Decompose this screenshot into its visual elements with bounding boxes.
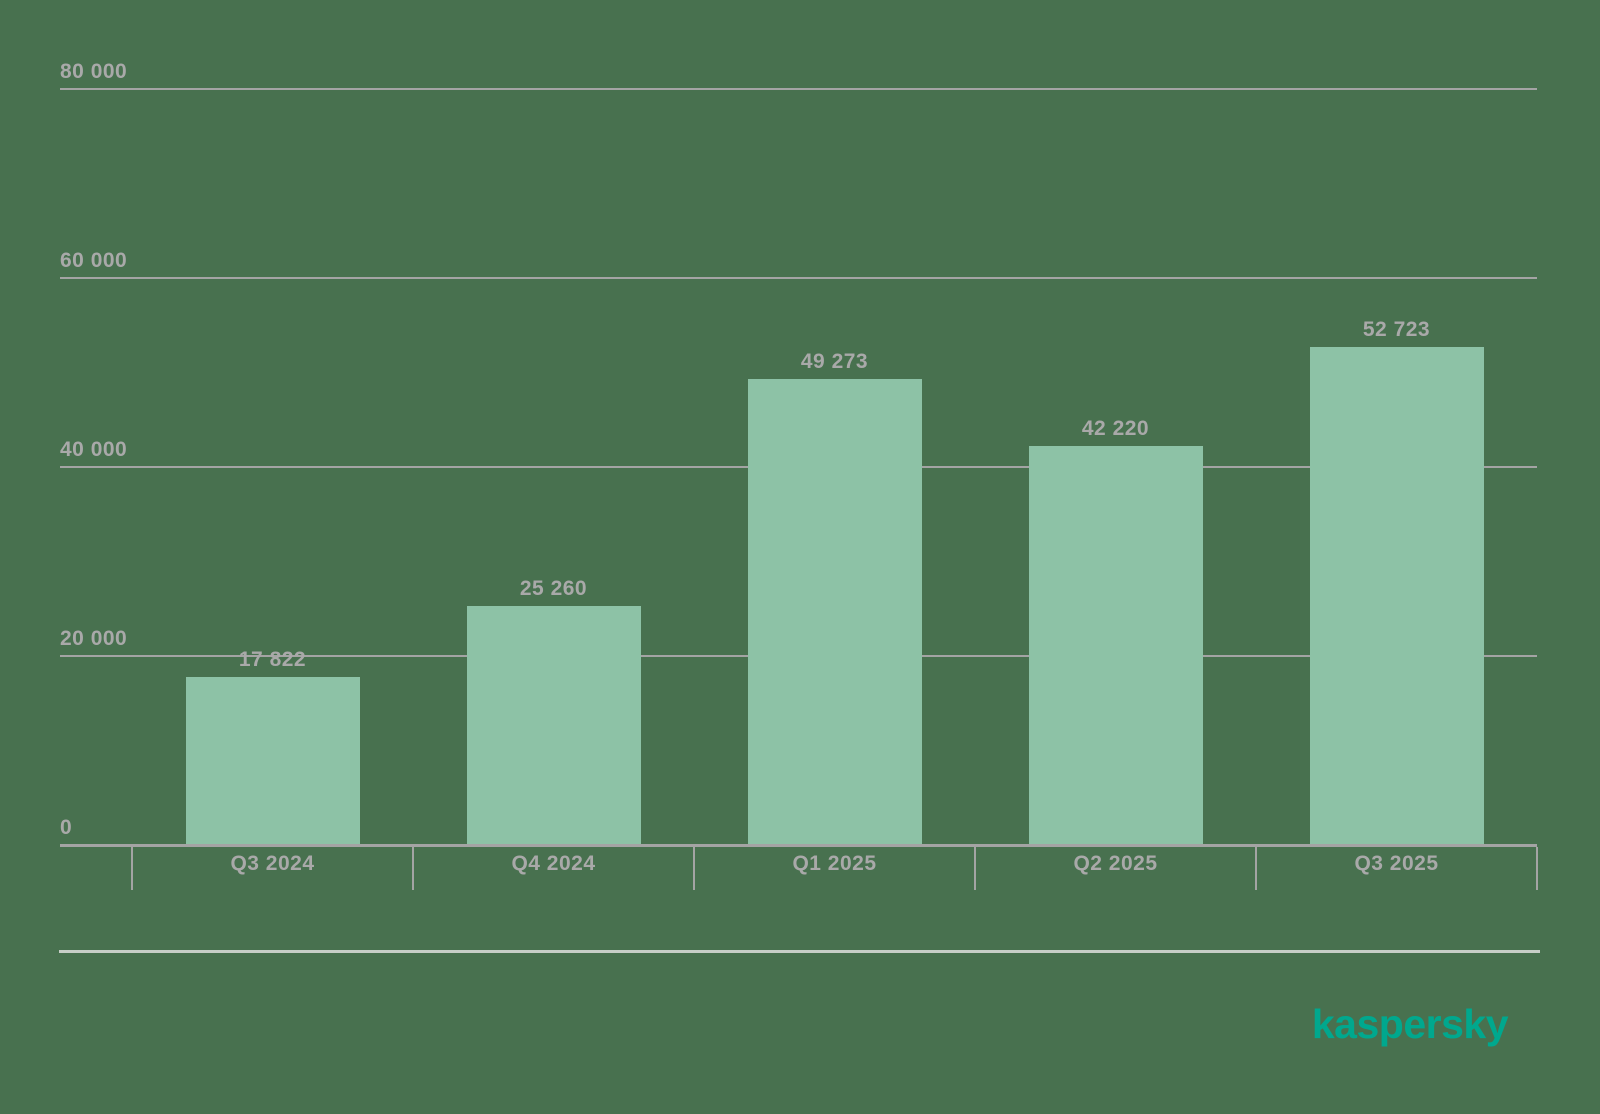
y-axis-tick-label: 0 [60,816,73,839]
x-axis-tick [1255,847,1257,890]
x-axis-line [60,844,1537,847]
bar-value-label: 42 220 [1081,417,1150,441]
bar-q1-2025 [747,379,922,845]
x-axis-tick [131,847,133,890]
gridline-60000 [60,277,1537,279]
y-axis-tick-label: 80 000 [60,60,128,83]
x-axis-tick [693,847,695,890]
footer-separator-line [59,950,1540,953]
y-axis-tick-label: 60 000 [60,249,128,272]
kaspersky-logo: kaspersky [1311,1001,1509,1047]
bar-value-label: 17 822 [238,647,307,671]
bar-value-label: 52 723 [1362,317,1431,341]
bar-q2-2025 [1028,446,1203,845]
bar-q3-2024 [185,676,360,845]
y-axis-tick-label: 40 000 [60,438,128,461]
x-axis-category-label: Q4 2024 [511,852,596,875]
x-axis-category-label: Q3 2024 [230,852,315,875]
bar-value-label: 25 260 [519,577,588,601]
x-axis-tick [412,847,414,890]
x-axis-category-label: Q3 2025 [1354,852,1439,875]
x-axis-category-label: Q1 2025 [792,852,877,875]
x-axis-tick [974,847,976,890]
x-axis-tick [1536,847,1538,890]
x-axis-category-label: Q2 2025 [1073,852,1158,875]
y-axis-tick-label: 20 000 [60,627,128,650]
bar-value-label: 49 273 [800,350,869,374]
bar-q4-2024 [466,606,641,845]
bar-q3-2025 [1309,346,1484,845]
gridline-80000 [60,88,1537,90]
